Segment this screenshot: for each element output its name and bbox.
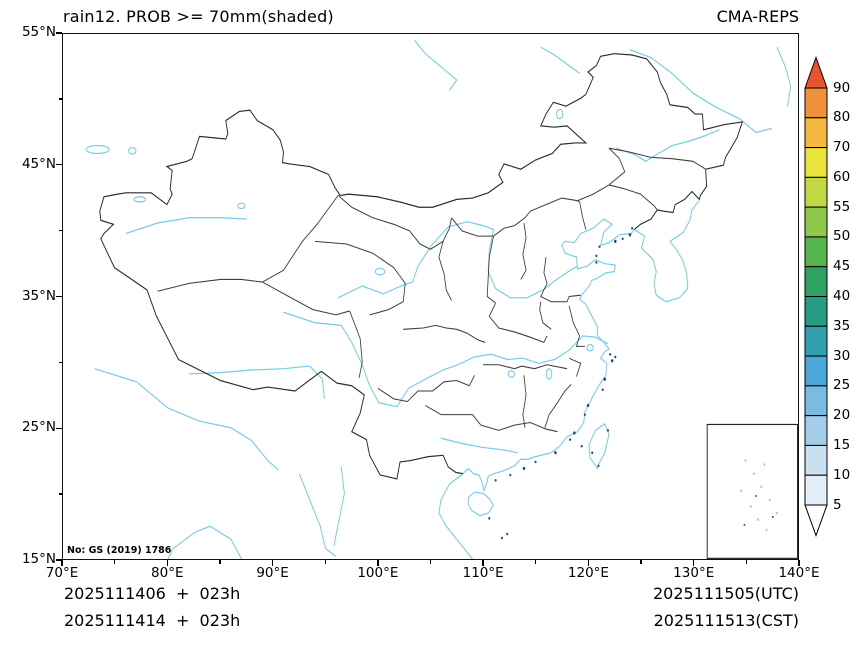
x-axis-tick [587,560,590,566]
neighbor-water-features [85,40,792,559]
valid-time-cst: 2025111513(CST) [653,611,799,630]
map-license-note: No: GS (2019) 1786 [67,545,172,556]
lon-tick-label: 130°E [673,565,715,581]
colorbar-segment [804,385,828,417]
run-time-utc: 2025111406 + 023h [64,584,241,603]
lat-tick-label: 55°N [21,24,56,40]
china-rivers [125,108,720,454]
colorbar-segment [804,355,828,387]
lon-tick-label: 80°E [151,565,184,581]
y-axis-tick [58,493,62,495]
south-china-sea-inset [706,423,798,559]
colorbar-tick-label: 35 [833,317,851,334]
y-axis-tick [56,427,62,429]
y-axis-tick [58,98,62,100]
colorbar-tick-label: 40 [833,288,851,304]
china-coastline [462,218,635,517]
colorbar-tick-label: 10 [833,466,851,483]
colorbar-tick-label: 60 [833,168,851,185]
x-axis-tick [271,560,274,566]
y-axis-tick [56,32,62,34]
colorbar-segment [804,147,828,178]
colorbar-segment [804,56,828,89]
colorbar-tick-label: 25 [833,377,851,394]
x-axis-tick [429,560,432,564]
colorbar-segment [804,117,828,149]
colorbar-segment [804,504,828,537]
map-plot-area: No: GS (2019) 1786 [62,33,799,560]
colorbar-segment [804,296,828,327]
colorbar-segment [804,206,828,238]
y-axis-tick [56,164,62,166]
colorbar [804,56,828,537]
colorbar-segment [804,87,828,119]
lat-tick-label: 45°N [21,155,56,172]
lat-tick-label: 15°N [21,551,56,567]
colorbar-tick-label: 55 [833,198,851,215]
colorbar-tick-label: 90 [833,79,851,96]
y-axis-tick [56,295,62,298]
colorbar-tick-label: 70 [833,139,851,156]
colorbar-tick-label: 20 [833,407,851,424]
colorbar-segment [804,266,828,298]
lon-tick-label: 70°E [45,565,79,581]
x-axis-tick [798,560,800,566]
colorbar-segment [804,474,828,506]
inset-frame [706,423,798,559]
run-time-cst: 2025111414 + 023h [64,611,241,630]
colorbar-tick-label: 45 [833,258,851,275]
lon-tick-label: 100°E [357,565,399,581]
x-axis-tick [219,560,221,564]
x-axis-tick [640,560,642,564]
colorbar-segment [804,444,828,476]
colorbar-tick-label: 5 [833,496,842,513]
lat-tick-label: 25°N [21,419,56,436]
lat-tick-label: 35°N [21,287,56,304]
x-axis-tick [61,560,63,566]
colorbar-tick-label: 80 [833,109,851,126]
colorbar-tick-label: 15 [833,436,851,453]
colorbar-segment [804,176,828,208]
valid-time-utc: 2025111505(UTC) [653,584,799,603]
y-axis-tick [56,559,62,561]
y-axis-tick [58,229,62,232]
x-axis-tick [535,560,537,564]
x-axis-tick [377,560,379,566]
colorbar-segment [804,325,828,357]
lon-tick-label: 90°E [256,565,289,581]
lon-tick-label: 120°E [567,565,609,581]
x-axis-tick [745,560,748,564]
province-borders [157,147,706,433]
x-axis-tick [113,560,116,564]
model-name: CMA-REPS [716,7,799,26]
lon-tick-label: 110°E [462,565,504,581]
colorbar-segment [804,236,828,268]
island-speckles [488,226,634,540]
china-map [85,40,798,559]
x-axis-tick [693,560,695,566]
x-axis-tick [324,560,326,564]
colorbar-segment [804,415,828,446]
lon-tick-label: 140°E [778,565,820,581]
colorbar-tick-label: 50 [833,228,851,245]
x-axis-tick [482,560,484,566]
colorbar-tick-label: 30 [833,347,851,364]
x-axis-tick [166,560,168,566]
y-axis-tick [58,361,62,364]
national-border [99,53,744,480]
plot-title: rain12. PROB >= 70mm(shaded) [63,7,334,26]
